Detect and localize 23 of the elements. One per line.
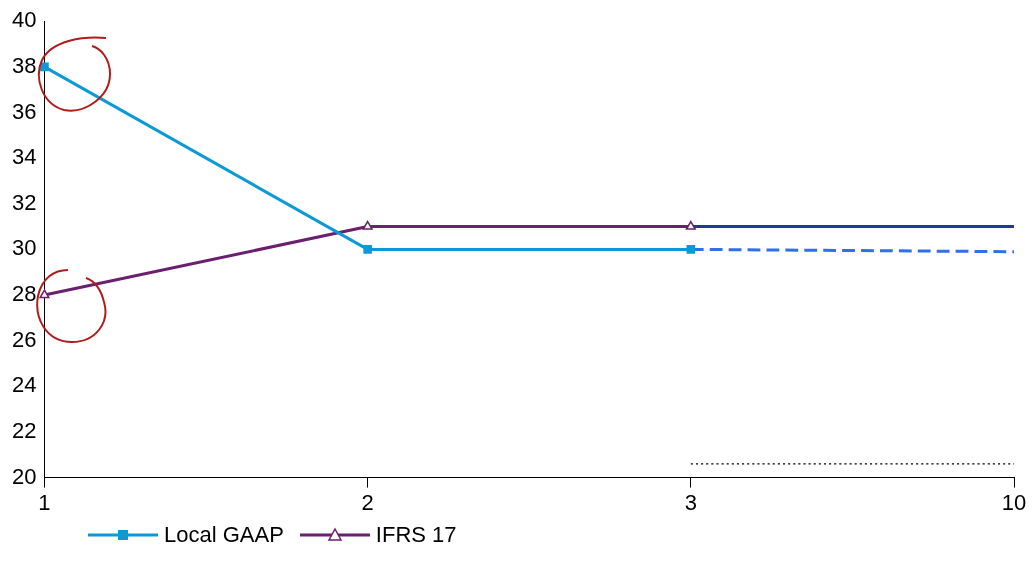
y-tick-label: 32 <box>11 189 37 215</box>
point <box>685 220 696 230</box>
point <box>363 245 372 254</box>
point <box>362 220 373 230</box>
y-tick-label: 40 <box>11 7 37 33</box>
y-tick-label: 24 <box>11 372 37 398</box>
x-tick-label: 2 <box>361 489 374 515</box>
x-tick-label: 1 <box>38 489 51 515</box>
y-tick-label: 28 <box>11 281 37 307</box>
legend-label: Local GAAP <box>164 522 284 548</box>
y-tick-label: 34 <box>11 144 37 170</box>
y-tick-label: 26 <box>11 326 37 352</box>
point <box>39 289 50 299</box>
legend-label: IFRS 17 <box>375 522 457 548</box>
y-tick-label: 38 <box>11 52 37 78</box>
x-tick-label: 10 <box>1001 489 1027 515</box>
point <box>686 245 696 254</box>
y-tick-label: 22 <box>11 418 37 444</box>
point <box>40 62 49 72</box>
y-tick-label: 36 <box>11 98 37 124</box>
y-tick-label: 20 <box>11 463 37 489</box>
x-tick-label: 3 <box>684 489 697 515</box>
y-tick-label: 30 <box>11 235 37 261</box>
